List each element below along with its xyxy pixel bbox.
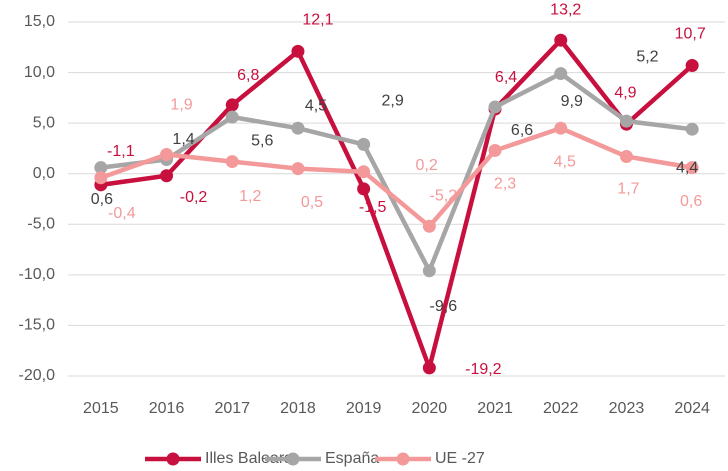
data-label: 0,6 bbox=[680, 193, 702, 210]
data-label: 0,5 bbox=[301, 194, 323, 211]
y-tick-label: 10,0 bbox=[24, 64, 55, 81]
data-label: 1,2 bbox=[239, 188, 261, 205]
legend-label: UE -27 bbox=[435, 450, 485, 467]
data-point bbox=[619, 114, 633, 128]
data-point bbox=[685, 161, 699, 175]
data-label: 6,8 bbox=[237, 67, 259, 84]
data-point bbox=[619, 150, 633, 164]
data-label: 0,2 bbox=[416, 157, 438, 174]
y-tick-label: -5,0 bbox=[27, 216, 55, 233]
legend-marker bbox=[166, 452, 180, 466]
data-label: -1,5 bbox=[359, 199, 387, 216]
data-label: 13,2 bbox=[550, 1, 581, 18]
data-label: 2,3 bbox=[494, 176, 516, 193]
x-tick-label: 2022 bbox=[543, 400, 579, 417]
data-point bbox=[357, 137, 371, 151]
data-point bbox=[225, 155, 239, 169]
x-tick-label: 2019 bbox=[346, 400, 382, 417]
series-line bbox=[100, 125, 693, 229]
y-tick-label: 15,0 bbox=[24, 13, 55, 30]
data-point bbox=[357, 165, 371, 179]
data-label: 0,6 bbox=[91, 191, 113, 208]
data-point bbox=[422, 219, 436, 233]
legend-label: España bbox=[325, 450, 379, 467]
data-label: -0,2 bbox=[180, 189, 208, 206]
data-label: 4,5 bbox=[554, 153, 576, 170]
data-point bbox=[94, 171, 108, 185]
series-line bbox=[100, 71, 693, 274]
y-tick-label: 5,0 bbox=[33, 114, 55, 131]
data-label: -1,1 bbox=[107, 143, 135, 160]
data-point bbox=[94, 161, 108, 175]
legend-marker bbox=[286, 452, 300, 466]
x-tick-label: 2015 bbox=[83, 400, 119, 417]
y-tick-label: -10,0 bbox=[19, 266, 56, 283]
data-label: -9,6 bbox=[430, 298, 458, 315]
data-label: 4,5 bbox=[305, 97, 327, 114]
legend-label: Illes Balears bbox=[205, 450, 292, 467]
data-point bbox=[160, 147, 174, 161]
data-label: 4,9 bbox=[614, 84, 636, 101]
y-tick-label: -20,0 bbox=[19, 367, 56, 384]
data-point bbox=[685, 58, 699, 72]
x-tick-label: 2021 bbox=[477, 400, 513, 417]
data-label: 10,7 bbox=[675, 26, 706, 43]
data-point bbox=[357, 182, 371, 196]
data-label: 1,7 bbox=[617, 181, 639, 198]
data-label: 6,4 bbox=[495, 69, 517, 86]
data-label: -0,4 bbox=[108, 205, 136, 222]
data-point bbox=[160, 169, 174, 183]
data-label: -19,2 bbox=[465, 361, 502, 378]
y-tick-label: 0,0 bbox=[33, 165, 55, 182]
data-point bbox=[291, 162, 305, 176]
data-point bbox=[554, 67, 568, 81]
data-label: -5,2 bbox=[430, 188, 458, 205]
data-point bbox=[422, 361, 436, 375]
data-point bbox=[488, 143, 502, 157]
legend-marker bbox=[396, 452, 410, 466]
data-point bbox=[225, 98, 239, 112]
data-point bbox=[291, 44, 305, 58]
data-point bbox=[225, 110, 239, 124]
data-label: 6,6 bbox=[511, 122, 533, 139]
data-label: 1,9 bbox=[170, 97, 192, 114]
data-label: 5,2 bbox=[636, 48, 658, 65]
x-tick-label: 2016 bbox=[149, 400, 185, 417]
y-tick-label: -15,0 bbox=[19, 317, 56, 334]
data-label: 12,1 bbox=[302, 12, 333, 29]
data-point bbox=[291, 121, 305, 135]
x-tick-label: 2018 bbox=[280, 400, 316, 417]
data-label: 9,9 bbox=[561, 93, 583, 110]
data-label: 2,9 bbox=[382, 93, 404, 110]
x-tick-label: 2023 bbox=[609, 400, 645, 417]
data-point bbox=[488, 100, 502, 114]
x-tick-label: 2020 bbox=[412, 400, 448, 417]
data-point bbox=[554, 33, 568, 47]
x-tick-label: 2024 bbox=[674, 400, 710, 417]
data-label: 5,6 bbox=[251, 132, 273, 149]
data-label: 1,4 bbox=[172, 131, 194, 148]
data-label: 4,4 bbox=[676, 159, 698, 176]
data-point bbox=[685, 122, 699, 136]
data-point bbox=[422, 264, 436, 278]
x-tick-label: 2017 bbox=[214, 400, 250, 417]
data-point bbox=[554, 121, 568, 135]
